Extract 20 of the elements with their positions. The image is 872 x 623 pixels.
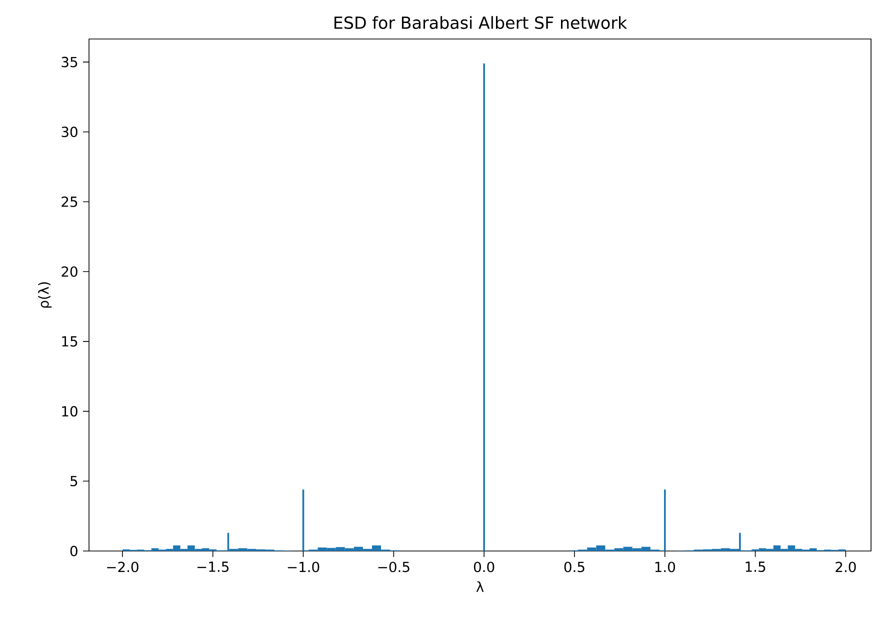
x-tick-label: 1.0 [655,562,676,572]
x-tick-label: 1.5 [746,562,766,572]
y-tick-label: 5 [70,476,78,486]
x-axis-title: λ [476,581,484,592]
y-tick-label: 10 [62,406,78,417]
x-tick-label: 0.0 [474,562,494,572]
y-tick-label: 0 [70,546,78,556]
y-tick-label: 20 [62,266,78,277]
x-tick-label: −2.0 [107,562,138,572]
x-tick-label: 2.0 [836,562,856,572]
x-tick-label: 0.5 [564,562,584,572]
y-tick-label: 25 [62,196,78,207]
y-tick-label: 30 [62,126,78,138]
y-axis-title: ρ(λ) [38,282,52,308]
x-tick-label: −0.5 [378,562,410,572]
chart-title: ESD for Barabasi Albert SF network [334,16,628,29]
x-tick-label: −1.5 [198,562,228,572]
x-tick-label: −1.0 [288,562,320,572]
y-tick-label: 15 [62,336,78,347]
y-tick-label: 35 [62,56,78,68]
